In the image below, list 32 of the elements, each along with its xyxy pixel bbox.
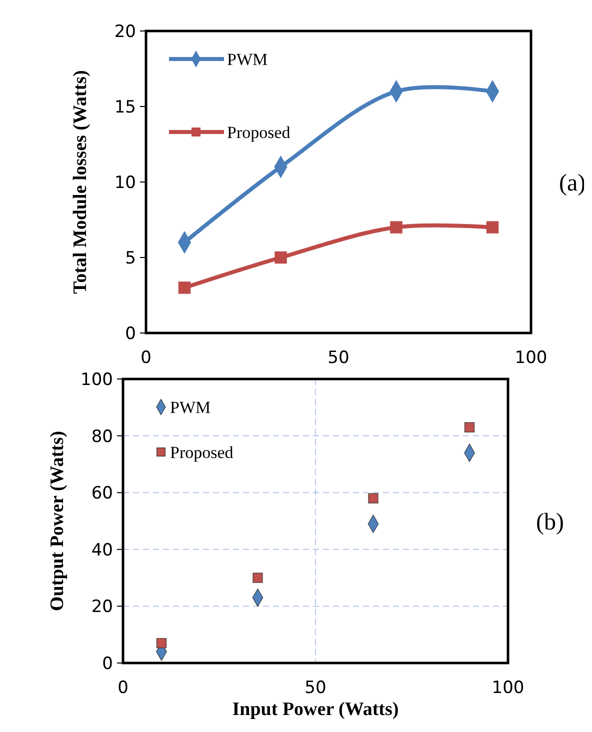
x-tick-label: 100 (492, 678, 524, 698)
point (390, 221, 402, 234)
y-tick-label: 0 (102, 654, 113, 674)
x-tick-label: 50 (328, 348, 350, 368)
point (156, 638, 167, 648)
y-tick-label: 5 (125, 248, 136, 268)
point (368, 493, 378, 504)
x-tick-label: 0 (140, 348, 152, 368)
y-tick-label: 20 (91, 597, 113, 618)
point (252, 572, 263, 583)
legend-label: PWM (170, 398, 211, 417)
y-tick-label: 40 (91, 540, 113, 560)
point (178, 282, 191, 294)
point (464, 422, 475, 432)
y-tick-label: 100 (80, 370, 113, 390)
y-axis-title: Total Module losses (Watts) (70, 70, 91, 294)
y-tick-label: 15 (114, 97, 136, 118)
point (486, 221, 499, 234)
legend-label: Proposed (170, 442, 234, 462)
y-tick-label: 20 (114, 22, 136, 42)
y-tick-label: 10 (114, 172, 136, 193)
text: (b) (536, 509, 564, 536)
x-tick-label: 100 (514, 348, 548, 368)
y-tick-label: 60 (91, 484, 113, 504)
y-tick-label: 80 (91, 426, 113, 447)
legend-label: Proposed (227, 122, 291, 142)
x-tick-label: 50 (304, 678, 326, 698)
x-axis-title: Input Power (Watts) (232, 699, 399, 720)
legend-label: PWM (227, 50, 268, 69)
y-axis-title: Output Power (Watts) (47, 430, 68, 612)
y-tick-label: 0 (125, 324, 136, 344)
point (274, 251, 287, 264)
